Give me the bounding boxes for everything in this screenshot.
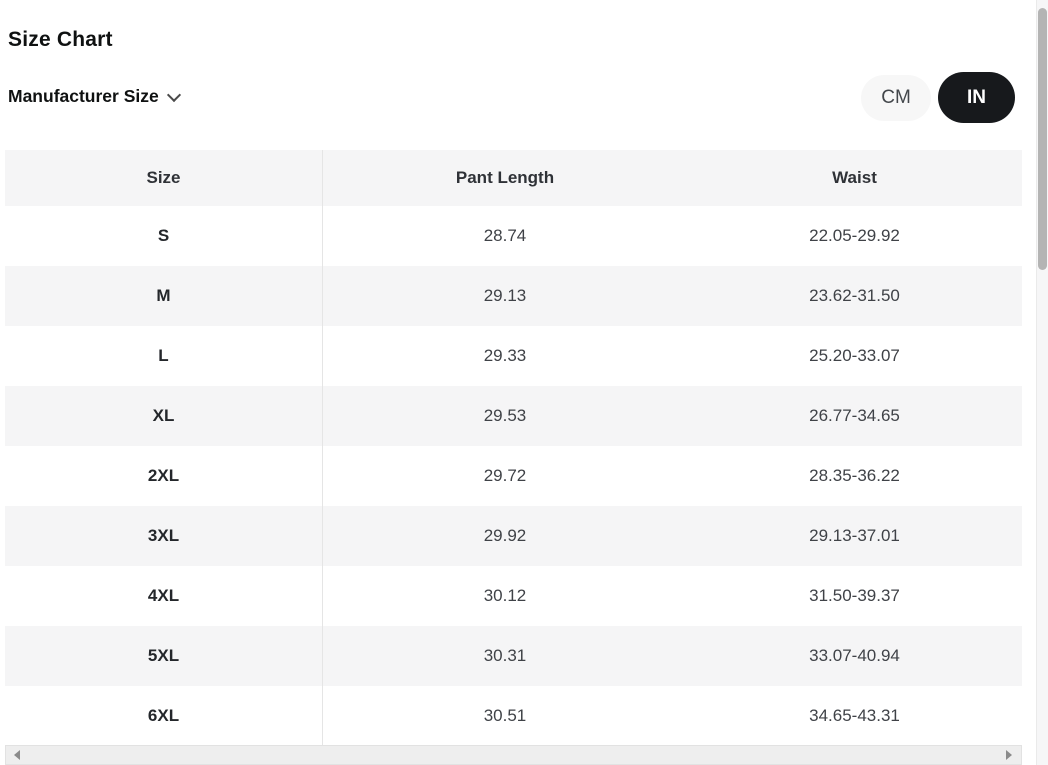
size-cell: XL [5, 386, 323, 446]
pant-length-cell: 29.13 [483, 286, 527, 305]
pant-length-cell: 29.33 [483, 346, 527, 365]
waist-cell: 31.50-39.37 [809, 586, 900, 605]
size-chart-table: Size Pant Length Waist S 28.74 22.05-29.… [5, 150, 1022, 746]
scroll-right-arrow-icon[interactable] [1006, 750, 1012, 760]
pant-length-cell: 30.31 [483, 646, 527, 665]
size-cell: 2XL [5, 446, 323, 506]
waist-cell: 26.77-34.65 [809, 406, 900, 425]
unit-toggle-cm-button[interactable]: CM [861, 75, 931, 121]
page-title: Size Chart [8, 28, 113, 51]
table-row: 4XL 30.12 31.50-39.37 [5, 566, 1022, 626]
waist-cell: 33.07-40.94 [809, 646, 900, 665]
waist-cell: 34.65-43.31 [809, 706, 900, 725]
table-row: XL 29.53 26.77-34.65 [5, 386, 1022, 446]
size-cell: 4XL [5, 566, 323, 626]
table-row: 5XL 30.31 33.07-40.94 [5, 626, 1022, 686]
table-row: 3XL 29.92 29.13-37.01 [5, 506, 1022, 566]
pant-length-cell: 29.72 [483, 466, 527, 485]
table-body: S 28.74 22.05-29.92 M 29.13 23.62-31.50 … [5, 206, 1022, 746]
unit-toggle-in-button[interactable]: IN [938, 72, 1015, 123]
size-cell: M [5, 266, 323, 326]
size-cell: 6XL [5, 686, 323, 746]
size-cell: 3XL [5, 506, 323, 566]
waist-cell: 22.05-29.92 [809, 226, 900, 245]
chevron-down-icon [166, 87, 181, 102]
pant-length-cell: 29.53 [483, 406, 527, 425]
scroll-left-arrow-icon[interactable] [14, 750, 20, 760]
table-row: 6XL 30.51 34.65-43.31 [5, 686, 1022, 746]
pant-length-cell: 29.92 [483, 526, 527, 545]
waist-cell: 29.13-37.01 [809, 526, 900, 545]
pant-length-cell: 30.51 [483, 706, 527, 725]
vertical-scrollbar[interactable] [1036, 0, 1048, 765]
waist-cell: 28.35-36.22 [809, 466, 900, 485]
horizontal-scrollbar[interactable] [5, 745, 1022, 765]
manufacturer-size-dropdown[interactable]: Manufacturer Size [8, 86, 181, 107]
vertical-scrollbar-thumb[interactable] [1038, 8, 1047, 270]
size-cell: L [5, 326, 323, 386]
table-row: S 28.74 22.05-29.92 [5, 206, 1022, 266]
column-header-pant-length: Pant Length [455, 168, 555, 187]
waist-cell: 25.20-33.07 [809, 346, 900, 365]
pant-length-cell: 30.12 [483, 586, 527, 605]
size-cell: 5XL [5, 626, 323, 686]
table-row: 2XL 29.72 28.35-36.22 [5, 446, 1022, 506]
size-cell: S [5, 206, 323, 266]
waist-cell: 23.62-31.50 [809, 286, 900, 305]
column-header-waist: Waist [832, 168, 877, 187]
table-row: M 29.13 23.62-31.50 [5, 266, 1022, 326]
table-header-row: Size Pant Length Waist [5, 150, 1022, 206]
column-header-size: Size [5, 150, 323, 206]
pant-length-cell: 28.74 [483, 226, 527, 245]
table-row: L 29.33 25.20-33.07 [5, 326, 1022, 386]
manufacturer-size-label: Manufacturer Size [8, 86, 159, 106]
